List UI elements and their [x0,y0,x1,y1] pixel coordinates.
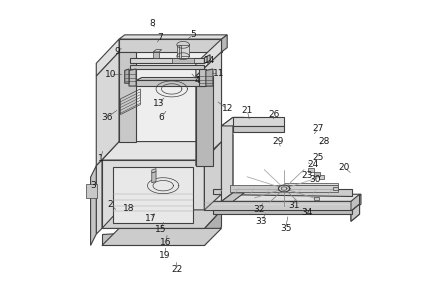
Polygon shape [314,172,320,176]
Polygon shape [204,55,210,63]
Polygon shape [351,204,360,221]
Polygon shape [204,201,353,210]
Polygon shape [179,45,181,57]
Text: 20: 20 [338,163,350,172]
Text: 17: 17 [144,214,156,223]
Text: 11: 11 [213,69,225,78]
Polygon shape [130,65,204,69]
Text: 3: 3 [90,181,96,190]
Polygon shape [152,172,156,183]
Polygon shape [113,167,193,223]
Text: 23: 23 [301,171,313,180]
Text: 12: 12 [222,104,233,113]
Polygon shape [204,210,222,245]
Text: 10: 10 [105,70,116,79]
Text: 33: 33 [256,217,267,226]
Polygon shape [333,187,338,190]
Text: 5: 5 [190,30,196,39]
Text: 25: 25 [313,153,324,162]
Polygon shape [233,117,284,126]
Polygon shape [102,160,204,229]
Polygon shape [206,69,213,86]
Polygon shape [129,69,136,86]
Text: 32: 32 [253,205,264,214]
Polygon shape [119,39,222,52]
Text: 36: 36 [101,113,113,122]
Text: 31: 31 [288,201,300,210]
Text: 29: 29 [273,137,284,146]
Polygon shape [119,52,136,142]
Polygon shape [284,185,338,192]
Polygon shape [90,166,96,245]
Polygon shape [119,35,227,39]
Polygon shape [102,52,222,160]
Text: 7: 7 [157,33,163,42]
Polygon shape [86,184,97,198]
Text: 6: 6 [159,113,165,122]
Text: 13: 13 [153,99,165,108]
Polygon shape [222,117,244,126]
Polygon shape [351,204,360,221]
Polygon shape [172,57,194,63]
Text: 22: 22 [172,265,183,274]
Polygon shape [96,52,119,166]
Polygon shape [213,210,353,214]
Polygon shape [319,175,324,178]
Polygon shape [196,52,222,166]
Text: 34: 34 [301,208,313,217]
Polygon shape [177,45,189,56]
Polygon shape [222,117,233,201]
Polygon shape [222,134,233,201]
Polygon shape [136,80,204,86]
Polygon shape [308,168,314,172]
Polygon shape [136,78,210,80]
Polygon shape [196,76,213,166]
Text: 4: 4 [194,76,200,85]
Polygon shape [136,52,196,142]
Text: 26: 26 [268,110,280,119]
Polygon shape [213,188,353,196]
Polygon shape [353,194,361,210]
Text: 9: 9 [115,47,120,56]
Polygon shape [152,169,156,173]
Text: 8: 8 [149,19,155,28]
Text: 35: 35 [280,224,291,233]
Polygon shape [204,194,361,201]
Polygon shape [96,39,119,76]
Polygon shape [153,52,159,57]
Polygon shape [199,69,206,86]
Text: 27: 27 [313,124,324,133]
Text: 28: 28 [318,137,330,146]
Polygon shape [351,194,360,211]
Polygon shape [279,185,290,192]
Text: 18: 18 [123,204,135,213]
Polygon shape [222,35,227,52]
Polygon shape [102,210,222,229]
Polygon shape [233,126,284,132]
Text: 14: 14 [204,56,216,65]
Text: 24: 24 [307,160,318,169]
Polygon shape [153,50,162,52]
Polygon shape [125,69,129,83]
Polygon shape [222,193,244,201]
Text: 16: 16 [160,238,172,247]
Polygon shape [204,142,222,210]
Polygon shape [284,183,338,185]
Polygon shape [230,185,284,192]
Polygon shape [196,39,222,76]
Text: 2: 2 [108,200,113,209]
Polygon shape [204,142,222,229]
Text: 30: 30 [310,176,321,184]
Polygon shape [102,229,204,245]
Polygon shape [130,57,204,63]
Polygon shape [314,197,319,200]
Polygon shape [102,142,222,160]
Text: 1: 1 [97,154,103,163]
Text: 19: 19 [159,251,170,260]
Polygon shape [102,229,222,245]
Polygon shape [96,160,102,234]
Text: 15: 15 [155,225,166,234]
Text: 21: 21 [241,106,253,115]
